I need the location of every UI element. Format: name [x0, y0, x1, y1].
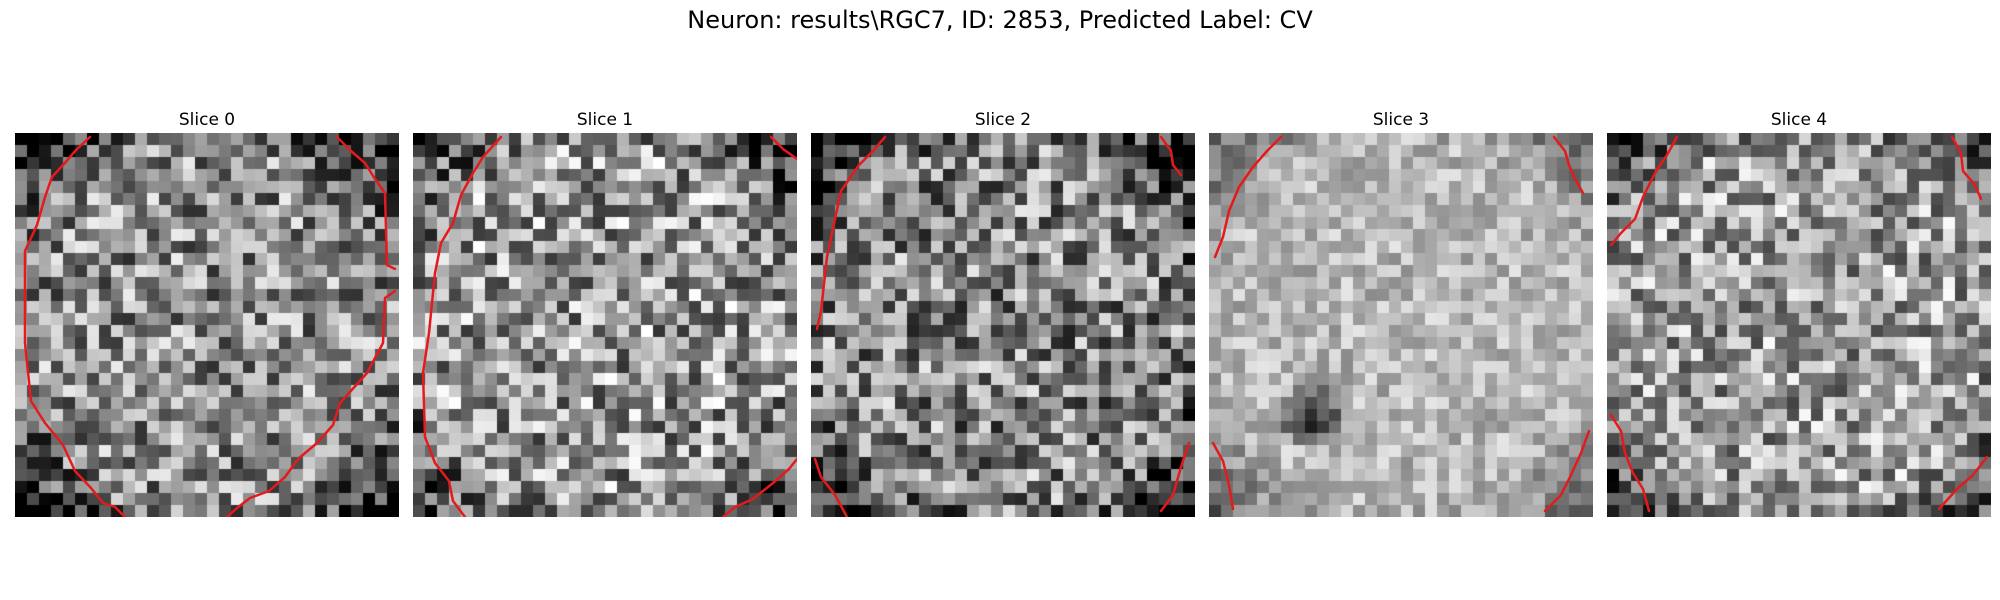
slice-title-2: Slice 2: [811, 109, 1195, 133]
slice-image-2: [811, 133, 1195, 517]
slice-panel-3: Slice 3: [1209, 109, 1593, 517]
slice-image-1: [413, 133, 797, 517]
figure-title: Neuron: results\RGC7, ID: 2853, Predicte…: [0, 6, 2000, 34]
slice-title-0: Slice 0: [15, 109, 399, 133]
slice-title-3: Slice 3: [1209, 109, 1593, 133]
slice-image-3: [1209, 133, 1593, 517]
slice-title-4: Slice 4: [1607, 109, 1991, 133]
slice-image-4: [1607, 133, 1991, 517]
slice-panel-1: Slice 1: [413, 109, 797, 517]
slice-image-0: [15, 133, 399, 517]
slice-title-1: Slice 1: [413, 109, 797, 133]
slice-panel-2: Slice 2: [811, 109, 1195, 517]
slice-panel-0: Slice 0: [15, 109, 399, 517]
slice-panel-4: Slice 4: [1607, 109, 1991, 517]
